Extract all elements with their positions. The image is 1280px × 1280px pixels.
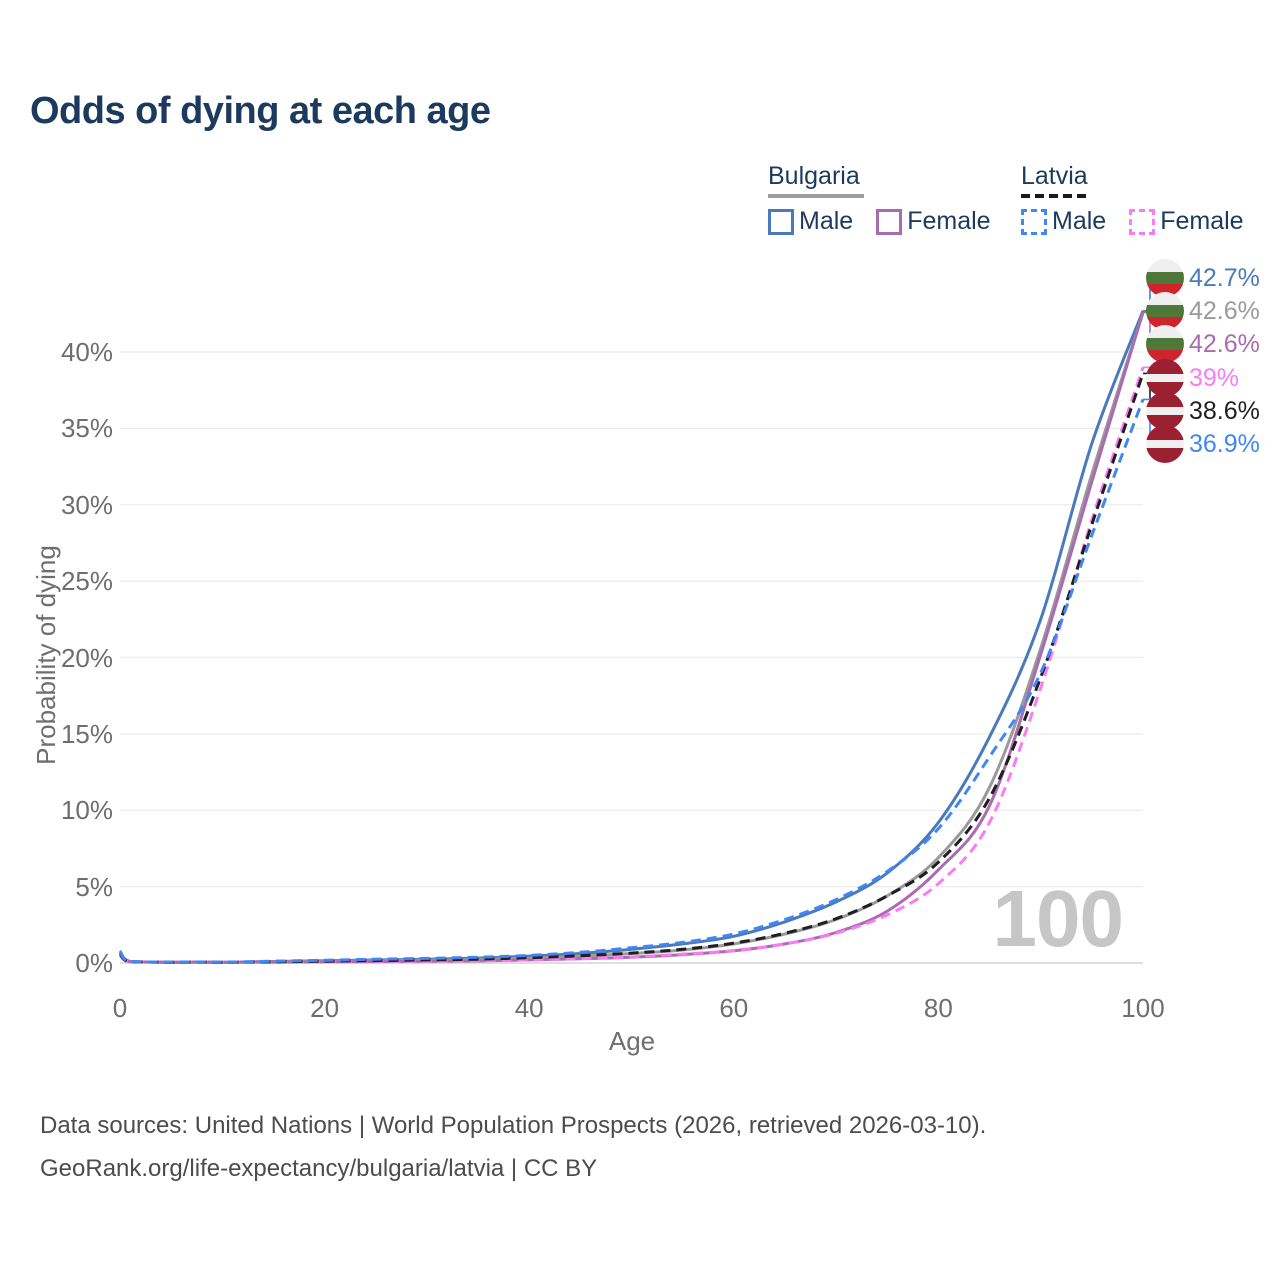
x-tick-0: 0 — [112, 993, 128, 1023]
y-axis-title: Probability of dying — [31, 545, 61, 765]
legend-item-label: Male — [1052, 207, 1107, 235]
series-line-bulgaria-female — [118, 311, 1145, 965]
legend-item-label: Female — [1160, 207, 1244, 235]
legend-item-bulgaria-female: Female — [876, 207, 991, 236]
solid-line-swatch-icon — [876, 208, 903, 235]
legend-group-bulgaria: Bulgaria Male Female — [768, 162, 991, 236]
y-tick-20%: 20% — [60, 642, 113, 673]
watermark-age-100: 100 — [993, 874, 1123, 963]
footer: Data sources: United Nations | World Pop… — [40, 1104, 986, 1190]
series-line-bulgaria — [118, 311, 1145, 964]
solid-line-swatch-icon — [768, 208, 794, 235]
legend-rule-dashed — [1021, 194, 1089, 198]
series-line-bulgaria-male — [118, 310, 1145, 964]
x-tick-60: 60 — [719, 993, 749, 1023]
y-tick-30%: 30% — [60, 489, 113, 520]
legend-item-label: Female — [907, 207, 991, 235]
footer-attribution: GeoRank.org/life-expectancy/bulgaria/lat… — [40, 1155, 598, 1182]
footer-data-sources: Data sources: United Nations | World Pop… — [40, 1112, 987, 1139]
end-value-latvia: 38.6% — [1189, 396, 1260, 425]
dashed-line-swatch-icon — [1129, 208, 1156, 235]
series-line-latvia-female — [118, 366, 1145, 965]
legend-header-latvia: Latvia — [1021, 162, 1088, 190]
end-value-latvia-male: 36.9% — [1189, 430, 1260, 458]
latvia-flag-icon — [1146, 425, 1184, 463]
y-tick-35%: 35% — [60, 413, 113, 444]
x-axis-title: Age — [608, 1026, 656, 1056]
end-value-bulgaria-male: 42.7% — [1189, 264, 1260, 292]
y-tick-10%: 10% — [60, 795, 113, 826]
series-line-latvia-male — [118, 398, 1145, 964]
legend-item-label: Male — [799, 207, 854, 235]
dashed-line-swatch-icon — [1021, 208, 1047, 235]
legend-item-bulgaria-male: Male — [768, 207, 853, 236]
latvia-flag-icon — [1146, 358, 1184, 397]
y-tick-5%: 5% — [75, 871, 113, 902]
legend-group-latvia: Latvia Male Female — [1021, 162, 1244, 236]
x-tick-100: 100 — [1121, 993, 1165, 1023]
series-line-latvia — [118, 372, 1145, 964]
legend-header-bulgaria: Bulgaria — [768, 162, 860, 190]
x-tick-40: 40 — [514, 993, 544, 1023]
legend-rule-solid — [768, 194, 864, 198]
legend-item-latvia-male: Male — [1021, 207, 1106, 236]
y-tick-0%: 0% — [75, 948, 113, 978]
y-tick-25%: 25% — [60, 566, 113, 597]
page-title: Odds of dying at each age — [30, 90, 491, 132]
y-tick-15%: 15% — [60, 718, 113, 749]
legend-item-latvia-female: Female — [1129, 207, 1244, 236]
y-tick-40%: 40% — [60, 337, 113, 367]
x-tick-20: 20 — [310, 993, 340, 1023]
end-value-latvia-female: 39% — [1189, 363, 1240, 392]
bulgaria-flag-icon — [1146, 292, 1184, 331]
end-value-bulgaria-female: 42.6% — [1189, 330, 1260, 359]
end-value-bulgaria: 42.6% — [1189, 297, 1260, 326]
x-tick-80: 80 — [923, 993, 953, 1023]
